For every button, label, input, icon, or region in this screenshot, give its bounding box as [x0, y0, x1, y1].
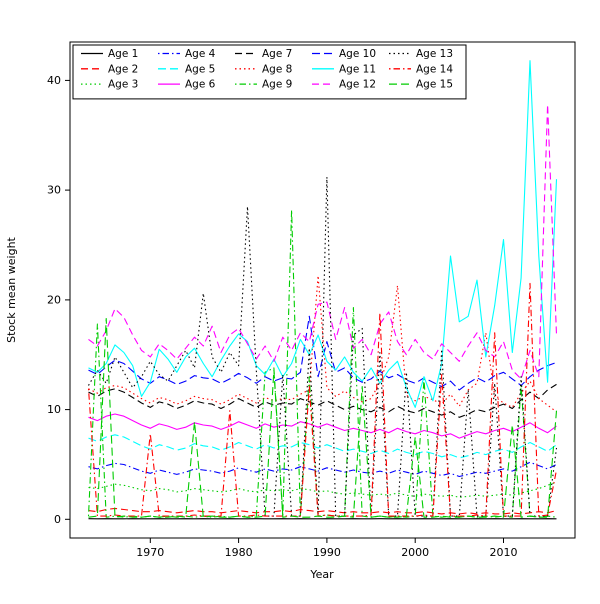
legend-label-age-15: Age 15 — [416, 79, 453, 91]
series-line-age-6 — [89, 414, 557, 438]
series-line-age-13 — [89, 177, 557, 516]
y-tick-label: 30 — [47, 184, 61, 197]
legend-label-age-3: Age 3 — [108, 79, 138, 91]
x-tick-label: 2010 — [490, 546, 518, 559]
series-line-age-8 — [89, 276, 557, 412]
legend-label-age-11: Age 11 — [339, 63, 376, 75]
legend-label-age-10: Age 10 — [339, 48, 376, 60]
legend-label-age-12: Age 12 — [339, 79, 376, 91]
series-line-age-3 — [89, 482, 557, 497]
x-tick-label: 2000 — [401, 546, 429, 559]
legend-label-age-5: Age 5 — [185, 63, 215, 75]
legend-label-age-8: Age 8 — [262, 63, 292, 75]
y-tick-label: 40 — [47, 74, 61, 87]
legend-label-age-13: Age 13 — [416, 48, 453, 60]
y-tick-label: 10 — [47, 403, 61, 416]
x-tick-label: 1970 — [136, 546, 164, 559]
legend-label-age-4: Age 4 — [185, 48, 216, 60]
x-tick-label: 1980 — [225, 546, 253, 559]
x-tick-label: 1990 — [313, 546, 341, 559]
y-tick-label: 20 — [47, 293, 61, 306]
legend-label-age-2: Age 2 — [108, 63, 138, 75]
series-line-age-14 — [89, 283, 557, 516]
legend-label-age-14: Age 14 — [416, 63, 453, 75]
series-line-age-7 — [89, 384, 557, 417]
series-line-age-5 — [89, 435, 557, 458]
series-line-age-9 — [89, 210, 557, 517]
series-line-age-4 — [89, 462, 557, 476]
x-axis-title: Year — [309, 568, 334, 581]
legend-label-age-9: Age 9 — [262, 79, 292, 91]
legend-label-age-7: Age 7 — [262, 48, 292, 60]
y-tick-label: 0 — [54, 513, 61, 526]
legend-label-age-1: Age 1 — [108, 48, 138, 60]
plot-border — [70, 42, 575, 538]
legend-label-age-6: Age 6 — [185, 79, 216, 91]
chart-content: 1970 1980 1990 2000 2010 0 10 20 30 40 Age 1 Age 2 A… — [47, 42, 575, 559]
y-axis-title: Stock mean weight — [5, 236, 18, 342]
